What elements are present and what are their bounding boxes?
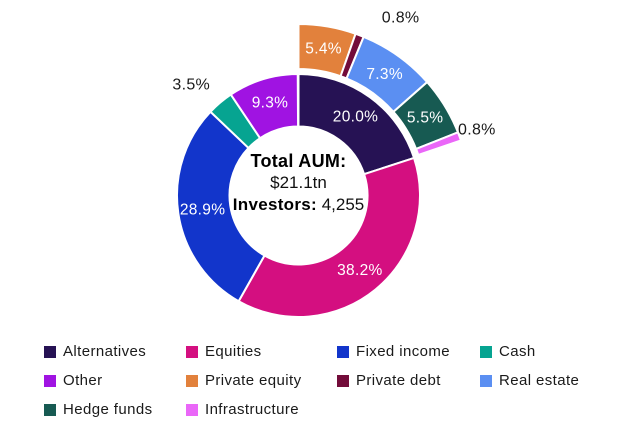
segment-infrastructure	[414, 131, 463, 157]
legend-item-hedge-funds: Hedge funds	[44, 401, 186, 418]
legend-label: Fixed income	[356, 343, 451, 360]
legend-label: Other	[63, 372, 103, 389]
segment-other	[229, 72, 300, 140]
legend-swatch-private-debt	[337, 374, 349, 387]
legend-label: Infrastructure	[205, 401, 299, 418]
segment-pct-label-other: 9.3%	[252, 94, 289, 111]
legend-label: Real estate	[499, 372, 580, 389]
legend-swatch-equities	[186, 345, 198, 358]
legend-label: Alternatives	[63, 343, 147, 360]
segment-pct-label-infrastructure: 0.8%	[458, 122, 496, 139]
segment-pct-label-hedge-funds: 5.5%	[407, 109, 444, 126]
legend-swatch-cash	[480, 345, 492, 358]
legend-label: Private equity	[205, 372, 302, 389]
legend-label: Equities	[205, 343, 262, 360]
segment-pct-label-private-equity: 5.4%	[305, 41, 342, 58]
legend-item-equities: Equities	[186, 343, 337, 360]
legend-item-private-debt: Private debt	[337, 372, 480, 389]
legend-swatch-other	[44, 374, 56, 387]
legend-item-fixed-income: Fixed income	[337, 343, 480, 360]
segment-equities	[237, 156, 421, 318]
segment-pct-label-equities: 38.2%	[337, 262, 382, 279]
legend-swatch-private-equity	[186, 374, 198, 387]
legend-item-other: Other	[44, 372, 186, 389]
segment-pct-label-private-debt: 0.8%	[382, 9, 420, 26]
segment-fixed-income	[176, 110, 266, 303]
legend-item-cash: Cash	[480, 343, 579, 360]
legend-swatch-alternatives	[44, 345, 56, 358]
segment-pct-label-real-estate: 7.3%	[366, 66, 403, 83]
legend-label: Cash	[499, 343, 536, 360]
legend-label: Hedge funds	[63, 401, 153, 418]
legend-swatch-hedge-funds	[44, 403, 56, 416]
legend-swatch-fixed-income	[337, 345, 349, 358]
segment-pct-label-alternatives: 20.0%	[333, 109, 378, 126]
legend-item-private-equity: Private equity	[186, 372, 337, 389]
segment-pct-label-fixed-income: 28.9%	[180, 201, 225, 218]
legend-item-real-estate: Real estate	[480, 372, 579, 389]
legend-item-infrastructure: Infrastructure	[186, 401, 337, 418]
chart-legend: Alternatives Equities Fixed income Cash Othe…	[44, 337, 579, 424]
legend-swatch-infrastructure	[186, 403, 198, 416]
legend-item-alternatives: Alternatives	[44, 343, 186, 360]
legend-swatch-real-estate	[480, 374, 492, 387]
legend-label: Private debt	[356, 372, 441, 389]
segment-pct-label-cash: 3.5%	[172, 76, 210, 93]
